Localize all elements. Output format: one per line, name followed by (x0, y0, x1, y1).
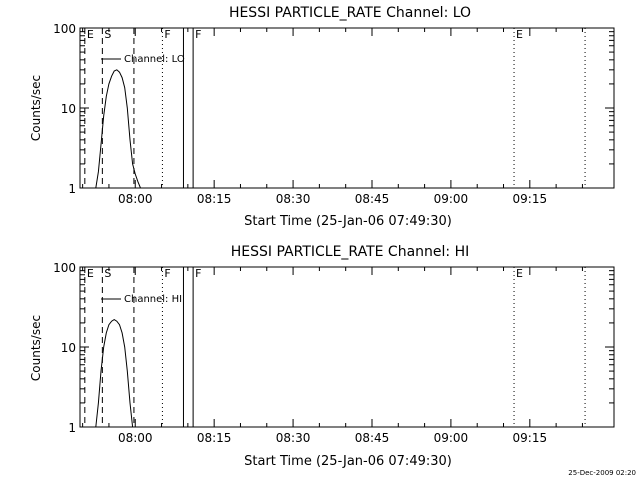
series-line (95, 319, 134, 428)
time-marker-label: E (516, 267, 523, 280)
x-tick-label: 08:45 (355, 192, 390, 206)
legend-label: Channel: LO (124, 54, 185, 65)
time-marker-label: F (164, 28, 170, 41)
time-marker-label: E (87, 28, 94, 41)
chart-title: HESSI PARTICLE_RATE Channel: HI (231, 244, 469, 260)
time-marker-label: F (195, 267, 201, 280)
x-tick-label: 09:00 (434, 431, 469, 445)
panel-hi: HESSI PARTICLE_RATE Channel: HI Counts/s… (29, 244, 615, 469)
y-tick-label: 10 (61, 341, 76, 355)
x-tick-label: 08:30 (276, 192, 311, 206)
time-marker-label: S (104, 267, 111, 280)
x-tick-label: 08:30 (276, 431, 311, 445)
x-tick-label: 09:15 (513, 431, 548, 445)
y-tick-label: 100 (53, 261, 76, 275)
series-line (95, 69, 141, 189)
x-tick-label: 09:15 (513, 192, 548, 206)
legend-label: Channel: HI (124, 294, 182, 305)
footer-timestamp: 25-Dec-2009 02:20 (568, 469, 636, 477)
y-axis-label: Counts/sec (29, 75, 43, 141)
time-marker-label: F (164, 267, 170, 280)
x-axis-label: Start Time (25-Jan-06 07:49:30) (244, 454, 452, 469)
x-axis-label: Start Time (25-Jan-06 07:49:30) (244, 214, 452, 229)
panel-lo: HESSI PARTICLE_RATE Channel: LO Counts/s… (29, 5, 615, 229)
x-tick-label: 08:15 (197, 431, 232, 445)
time-marker-label: S (104, 28, 111, 41)
time-marker-label: F (195, 28, 201, 41)
y-axis-label: Counts/sec (29, 315, 43, 381)
x-tick-label: 09:00 (434, 192, 469, 206)
chart-title: HESSI PARTICLE_RATE Channel: LO (229, 5, 471, 21)
time-marker-label: E (87, 267, 94, 280)
x-tick-label: 08:15 (197, 192, 232, 206)
y-tick-label: 10 (61, 102, 76, 116)
y-tick-label: 100 (53, 22, 76, 36)
x-tick-label: 08:00 (118, 192, 153, 206)
y-tick-label: 1 (68, 421, 76, 435)
y-tick-label: 1 (68, 182, 76, 196)
time-marker-label: E (516, 28, 523, 41)
x-tick-label: 08:45 (355, 431, 390, 445)
x-tick-label: 08:00 (118, 431, 153, 445)
